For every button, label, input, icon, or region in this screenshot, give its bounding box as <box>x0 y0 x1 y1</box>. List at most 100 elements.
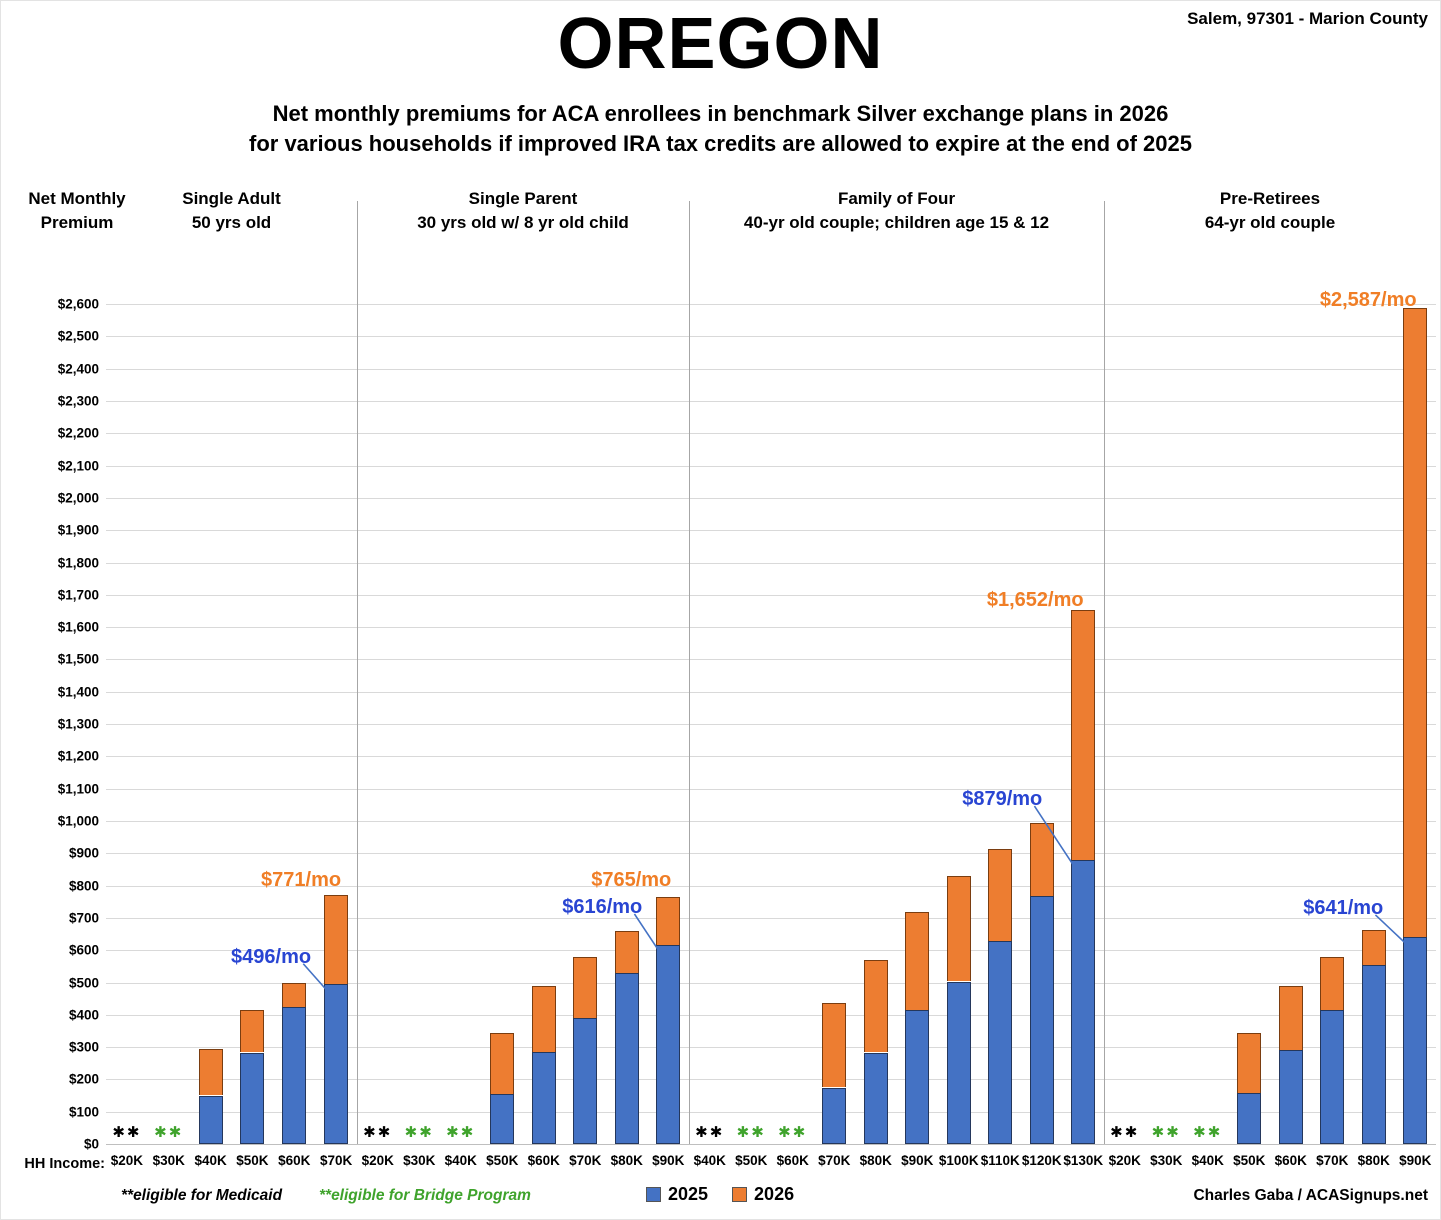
panel-divider <box>1104 201 1105 1144</box>
panel-title: Single Adult <box>182 189 281 208</box>
bar-2025 <box>198 1095 223 1144</box>
x-tick-label: $70K <box>319 1153 353 1168</box>
gridline-1400 <box>106 691 1436 693</box>
y-tick-label: $1,100 <box>57 781 99 797</box>
gridline-1900 <box>106 530 1436 532</box>
bar-2025 <box>1237 1093 1262 1144</box>
bar-2026 <box>573 957 598 1018</box>
panel-title: Pre-Retirees <box>1219 189 1321 208</box>
gridline-1100 <box>106 788 1436 790</box>
gridline-800 <box>106 885 1436 887</box>
gridline-1000 <box>106 820 1436 822</box>
medicaid-marker: ✱✱ <box>363 1123 393 1141</box>
annotation-2026: $765/mo <box>591 868 672 891</box>
gridline-900 <box>106 853 1436 855</box>
credit-label: Charles Gaba / ACASignups.net <box>1193 1187 1428 1204</box>
y-tick-label: $1,000 <box>57 813 99 829</box>
bar-2026 <box>490 1033 515 1094</box>
y-tick-label: $900 <box>68 845 99 861</box>
annotation-2026: $2,587/mo <box>1319 289 1417 312</box>
bridge-marker: ✱✱ <box>404 1123 434 1141</box>
bar-2026 <box>531 985 556 1052</box>
gridline-1300 <box>106 724 1436 725</box>
bar-2026 <box>240 1009 265 1053</box>
bar-2025 <box>1029 895 1054 1144</box>
annotation-2026: $771/mo <box>261 868 342 891</box>
legend-swatch-2025 <box>646 1187 661 1202</box>
gridline-2300 <box>106 400 1436 402</box>
subtitle-line-2: for various households if improved IRA t… <box>249 131 1192 156</box>
y-tick-label: $1,800 <box>57 555 99 570</box>
bar-2026 <box>1237 1033 1262 1093</box>
gridline-2400 <box>106 368 1436 370</box>
x-tick-label: $80K <box>610 1153 643 1168</box>
gridline-2600 <box>106 304 1436 305</box>
legend-item-2026: 2026 <box>732 1184 794 1205</box>
panel-divider <box>689 201 690 1144</box>
y-tick-label: $1,500 <box>57 651 99 667</box>
y-tick-label: $2,000 <box>57 490 99 506</box>
bar-2026 <box>614 930 639 973</box>
x-tick-label: $110K <box>980 1153 1020 1168</box>
medicaid-footnote: **eligible for Medicaid <box>121 1187 283 1204</box>
panel-header-4: Pre-Retirees 64-yr old couple <box>1205 187 1335 235</box>
x-tick-label: $130K <box>1063 1153 1104 1168</box>
bar-2025 <box>656 945 681 1144</box>
bar-2026 <box>1320 957 1345 1010</box>
bar-2026 <box>282 983 307 1007</box>
bridge-footnote: **eligible for Bridge Program <box>319 1187 531 1204</box>
bar-2026 <box>198 1048 223 1096</box>
x-tick-label: $40K <box>194 1153 227 1168</box>
panel-subtitle: 30 yrs old w/ 8 yr old child <box>417 213 629 232</box>
bar-2026 <box>822 1002 847 1088</box>
bar-2026 <box>656 896 681 945</box>
bar-2025 <box>905 1009 930 1144</box>
x-tick-label: $60K <box>527 1153 560 1168</box>
bar-2025 <box>324 983 349 1144</box>
x-tick-label: $30K <box>1150 1153 1183 1168</box>
gridline-1200 <box>106 756 1436 758</box>
annotation-2025: $616/mo <box>562 895 643 918</box>
x-tick-label: $40K <box>1191 1153 1224 1168</box>
gridline-0 <box>106 1144 1436 1145</box>
y-tick-label: $2,300 <box>57 393 99 409</box>
x-tick-label: $50K <box>486 1153 519 1168</box>
bar-2025 <box>1320 1009 1345 1144</box>
gridline-300 <box>106 1047 1436 1049</box>
y-tick-label: $0 <box>83 1136 99 1152</box>
x-axis-title: HH Income: <box>24 1156 105 1172</box>
bar-2025 <box>988 941 1013 1144</box>
legend-swatch-2026 <box>732 1187 748 1202</box>
x-tick-label: $90K <box>652 1153 685 1168</box>
gridline-1700 <box>106 594 1436 596</box>
bar-2026 <box>988 849 1013 942</box>
panel-subtitle: 40-yr old couple; children age 15 & 12 <box>743 213 1050 232</box>
y-tick-label: $500 <box>68 975 99 990</box>
gridline-100 <box>106 1111 1436 1113</box>
gridline-600 <box>106 950 1436 952</box>
annotation-2025: $879/mo <box>962 788 1043 810</box>
annotation-2026: $1,652/mo <box>986 589 1084 612</box>
x-tick-label: $90K <box>1399 1153 1432 1168</box>
y-tick-label: $1,900 <box>57 522 99 538</box>
location-label: Salem, 97301 - Marion County <box>1187 9 1428 28</box>
gridline-1600 <box>106 627 1436 629</box>
y-tick-label: $2,400 <box>57 361 99 377</box>
bar-2025 <box>863 1052 888 1144</box>
x-tick-label: $80K <box>859 1153 892 1168</box>
gridline-2000 <box>106 497 1436 499</box>
y-tick-label: $600 <box>68 942 99 958</box>
x-tick-label: $80K <box>1357 1153 1390 1168</box>
legend-label: 2026 <box>754 1184 795 1204</box>
panel-divider <box>357 201 358 1144</box>
medicaid-marker: ✱✱ <box>695 1123 725 1141</box>
bridge-marker: ✱✱ <box>1193 1123 1223 1141</box>
x-tick-label: $90K <box>901 1153 934 1168</box>
bridge-marker: ✱✱ <box>446 1123 476 1141</box>
x-tick-label: $40K <box>444 1153 477 1168</box>
bar-2026 <box>1403 308 1428 937</box>
y-tick-label: $1,200 <box>57 748 99 764</box>
y-tick-label: $2,600 <box>57 296 99 312</box>
